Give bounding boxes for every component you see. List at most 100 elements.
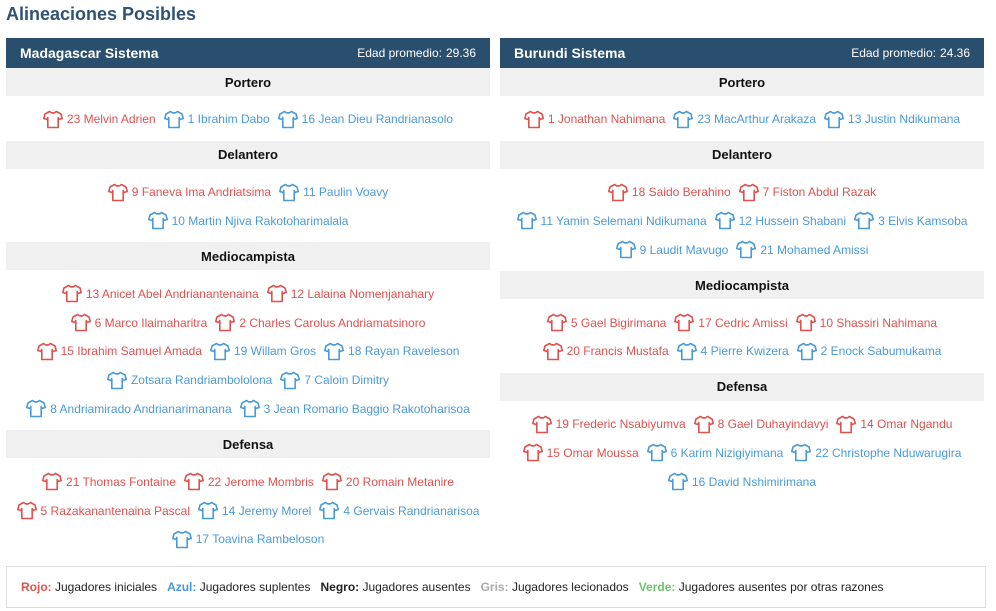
player-name: 23 Melvin Adrien bbox=[66, 112, 156, 127]
player-link[interactable]: 7 Caloin Dimitry bbox=[280, 371, 389, 390]
jersey-icon bbox=[36, 342, 57, 361]
player-link[interactable]: 18 Rayan Raveleson bbox=[324, 342, 459, 361]
player-name: Zotsara Randriambololona bbox=[130, 373, 273, 388]
player-name: 2 Charles Carolus Andriamatsinoro bbox=[239, 315, 426, 330]
player-link[interactable]: 15 Ibrahim Samuel Amada bbox=[36, 342, 202, 361]
jersey-icon bbox=[42, 110, 63, 129]
player-link[interactable]: 20 Francis Mustafa bbox=[542, 342, 669, 361]
player-link[interactable]: 16 Jean Dieu Randrianasolo bbox=[277, 110, 454, 129]
player-link[interactable]: 10 Shassiri Nahimana bbox=[795, 313, 937, 332]
player-link[interactable]: 4 Gervais Randrianarisoa bbox=[319, 501, 479, 520]
player-link[interactable]: 3 Jean Romario Baggio Rakotoharisoa bbox=[239, 399, 470, 418]
player-link[interactable]: 8 Andriamirado Andrianarimanana bbox=[26, 399, 232, 418]
player-name: 7 Caloin Dimitry bbox=[304, 373, 390, 388]
jersey-icon bbox=[277, 110, 298, 129]
player-row: 17 Toavina Rambeloson bbox=[6, 525, 490, 554]
player-link[interactable]: 12 Hussein Shabani bbox=[714, 211, 846, 230]
player-link[interactable]: 9 Laudit Mavugo bbox=[615, 240, 728, 259]
jersey-icon bbox=[522, 444, 543, 462]
player-link[interactable]: 19 Frederic Nsabiyumva bbox=[531, 415, 686, 434]
jersey-icon bbox=[542, 342, 563, 361]
player-link[interactable]: 22 Christophe Nduwarugira bbox=[791, 443, 961, 462]
player-name: 17 Toavina Rambeloson bbox=[195, 532, 325, 547]
player-link[interactable]: 6 Marco Ilaimaharitra bbox=[70, 313, 208, 332]
jersey-icon bbox=[183, 472, 204, 491]
player-link[interactable]: 10 Martin Njiva Rakotoharimalala bbox=[147, 211, 348, 230]
jersey-icon bbox=[210, 342, 230, 361]
player-link[interactable]: 17 Cedric Amissi bbox=[674, 313, 788, 332]
player-link[interactable]: 11 Paulin Voavy bbox=[279, 183, 388, 202]
player-name: 15 Ibrahim Samuel Amada bbox=[60, 344, 202, 359]
player-name: 11 Yamin Selemani Ndikumana bbox=[540, 213, 707, 228]
jersey-icon bbox=[106, 371, 127, 389]
player-link[interactable]: 13 Justin Ndikumana bbox=[824, 110, 960, 129]
jersey-icon bbox=[516, 212, 537, 230]
player-link[interactable]: 22 Jerome Mombris bbox=[183, 472, 314, 491]
player-name: 6 Marco Ilaimaharitra bbox=[94, 315, 208, 330]
age-label: Edad promedio: bbox=[357, 46, 442, 60]
jersey-icon bbox=[693, 415, 714, 433]
player-link[interactable]: 14 Jeremy Morel bbox=[197, 501, 311, 520]
player-link[interactable]: 20 Romain Metanire bbox=[321, 472, 454, 491]
jersey-icon bbox=[676, 342, 697, 361]
player-link[interactable]: 13 Anicet Abel Andrianantenaina bbox=[61, 284, 259, 303]
player-link[interactable]: 5 Gael Bigirimana bbox=[546, 313, 666, 332]
player-link[interactable]: 12 Lalaina Nomenjanahary bbox=[266, 284, 435, 303]
player-name: 2 Enock Sabumukama bbox=[820, 344, 942, 359]
player-link[interactable]: 18 Saido Berahino bbox=[607, 183, 731, 202]
position-players: 5 Gael Bigirimana 17 Cedric Amissi 10 Shas… bbox=[500, 299, 984, 373]
jersey-icon bbox=[319, 501, 340, 520]
player-link[interactable]: 1 Jonathan Nahimana bbox=[523, 110, 665, 129]
age-value: 24.36 bbox=[939, 46, 970, 60]
position-header: Defensa bbox=[6, 430, 490, 459]
player-name: 13 Justin Ndikumana bbox=[848, 112, 961, 127]
player-row: 16 David Nshimirimana bbox=[500, 467, 984, 496]
player-link[interactable]: 21 Thomas Fontaine bbox=[42, 472, 176, 491]
jersey-icon bbox=[795, 313, 816, 332]
player-row: 13 Anicet Abel Andrianantenaina 12 Lalain… bbox=[6, 279, 490, 308]
player-link[interactable]: 5 Razakanantenaina Pascal bbox=[16, 501, 190, 520]
player-link[interactable]: 23 Melvin Adrien bbox=[42, 110, 156, 129]
player-name: 7 Fiston Abdul Razak bbox=[762, 185, 877, 200]
player-link[interactable]: 23 MacArthur Arakaza bbox=[673, 110, 816, 129]
player-link[interactable]: Zotsara Randriambololona bbox=[106, 371, 273, 390]
legend-item: Negro: Jugadores ausentes bbox=[320, 580, 470, 594]
player-link[interactable]: 3 Elvis Kamsoba bbox=[854, 211, 967, 230]
legend-item: Verde: Jugadores ausentes por otras razo… bbox=[639, 580, 884, 594]
player-link[interactable]: 4 Pierre Kwizera bbox=[676, 342, 789, 361]
jersey-icon bbox=[163, 110, 184, 129]
player-link[interactable]: 16 David Nshimirimana bbox=[667, 472, 816, 491]
player-link[interactable]: 17 Toavina Rambeloson bbox=[171, 530, 325, 549]
player-name: 23 MacArthur Arakaza bbox=[697, 112, 817, 127]
team-average-age: Edad promedio: 24.36 bbox=[851, 46, 970, 60]
player-name: 21 Thomas Fontaine bbox=[66, 474, 176, 489]
team-header: Madagascar Sistema Edad promedio: 29.36 bbox=[6, 38, 490, 68]
position-players: 13 Anicet Abel Andrianantenaina 12 Lalain… bbox=[6, 270, 490, 430]
player-link[interactable]: 15 Omar Moussa bbox=[522, 443, 639, 462]
player-link[interactable]: 14 Omar Ngandu bbox=[836, 415, 952, 434]
player-name: 12 Lalaina Nomenjanahary bbox=[290, 286, 435, 301]
player-name: 16 Jean Dieu Randrianasolo bbox=[301, 112, 454, 127]
player-name: 11 Paulin Voavy bbox=[303, 185, 389, 200]
position-players: 21 Thomas Fontaine 22 Jerome Mombris 20 Ro… bbox=[6, 458, 490, 560]
player-link[interactable]: 7 Fiston Abdul Razak bbox=[738, 183, 877, 202]
player-link[interactable]: 1 Ibrahim Dabo bbox=[163, 110, 270, 129]
legend-text: Jugadores lecionados bbox=[511, 580, 629, 594]
player-name: 19 Frederic Nsabiyumva bbox=[555, 417, 686, 432]
page-title: Alineaciones Posibles bbox=[6, 4, 197, 24]
player-link[interactable]: 19 Willam Gros bbox=[210, 342, 316, 361]
jersey-icon bbox=[523, 110, 544, 129]
jersey-icon bbox=[321, 472, 342, 491]
team-panel-right: Burundi Sistema Edad promedio: 24.36 Port… bbox=[500, 38, 984, 503]
position-header: Portero bbox=[500, 68, 984, 96]
player-link[interactable]: 9 Faneva Ima Andriatsima bbox=[107, 183, 271, 202]
player-link[interactable]: 8 Gael Duhayindavyi bbox=[693, 415, 828, 434]
player-link[interactable]: 11 Yamin Selemani Ndikumana bbox=[516, 211, 707, 230]
player-link[interactable]: 6 Karim Nizigiyimana bbox=[646, 443, 783, 462]
player-link[interactable]: 2 Enock Sabumukama bbox=[796, 342, 942, 361]
player-name: 4 Pierre Kwizera bbox=[700, 344, 789, 359]
player-link[interactable]: 21 Mohamed Amissi bbox=[736, 240, 868, 259]
player-name: 1 Ibrahim Dabo bbox=[187, 112, 270, 127]
player-link[interactable]: 2 Charles Carolus Andriamatsinoro bbox=[215, 313, 425, 332]
legend-item: Rojo: Jugadores iniciales bbox=[21, 580, 157, 594]
